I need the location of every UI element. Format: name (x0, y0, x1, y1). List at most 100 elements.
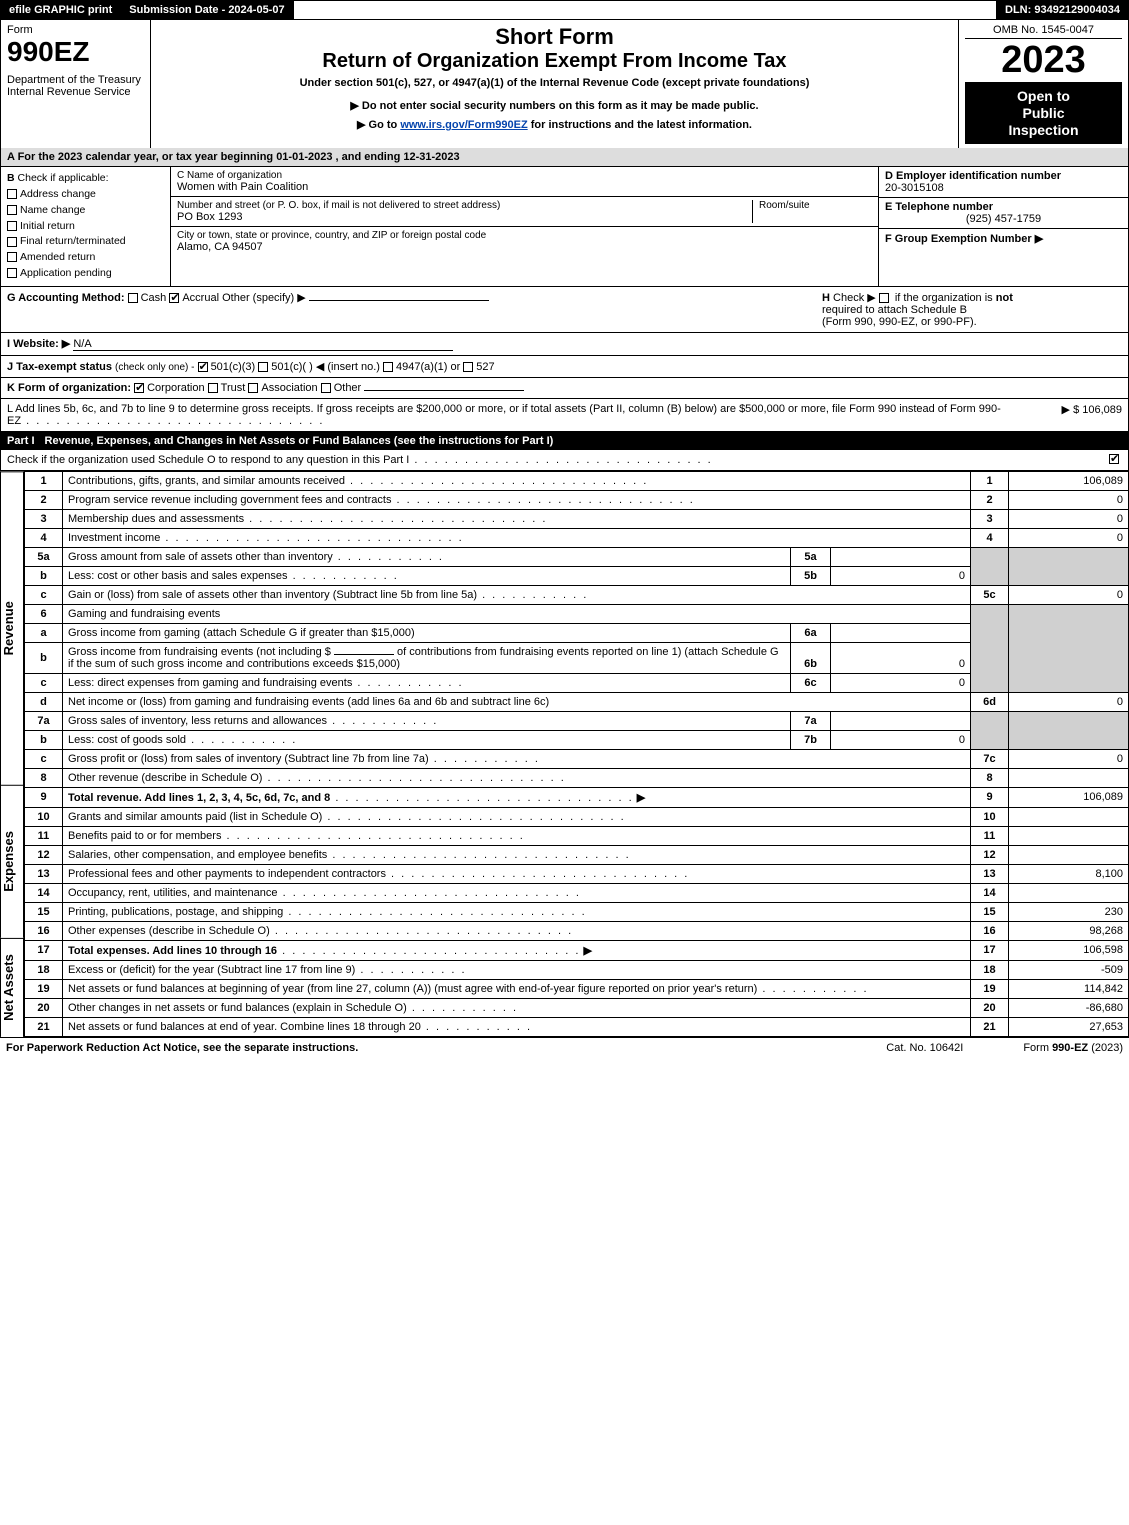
cb-schedule-o[interactable] (1109, 454, 1119, 464)
addr-label: Number and street (or P. O. box, if mail… (177, 200, 752, 211)
box-c: C Name of organization Women with Pain C… (171, 167, 878, 285)
i-label: I Website: ▶ (7, 338, 70, 350)
opt-address: Address change (20, 188, 96, 200)
j-o1: 501(c)(3) (211, 361, 256, 373)
cb-cash[interactable] (128, 293, 138, 303)
box-b: B Check if applicable: Address change Na… (1, 167, 171, 285)
opt-final: Final return/terminated (20, 235, 126, 247)
title-return: Return of Organization Exempt From Incom… (159, 50, 950, 73)
org-name: Women with Pain Coalition (177, 181, 872, 193)
row-12: 12Salaries, other compensation, and empl… (25, 845, 1129, 864)
cb-h[interactable] (879, 293, 889, 303)
vlabel-expenses: Expenses (0, 785, 24, 938)
cb-name-change[interactable] (7, 205, 17, 215)
j-o4: 527 (476, 361, 494, 373)
row-7a: 7aGross sales of inventory, less returns… (25, 711, 1129, 730)
cb-501c3[interactable] (198, 362, 208, 372)
row-11: 11Benefits paid to or for members11 (25, 826, 1129, 845)
omb: OMB No. 1545-0047 (965, 24, 1122, 39)
row-1: 1Contributions, gifts, grants, and simil… (25, 471, 1129, 490)
d-row: D Employer identification number 20-3015… (879, 167, 1128, 198)
cb-assoc[interactable] (248, 383, 258, 393)
cb-527[interactable] (463, 362, 473, 372)
c-addr-row: Number and street (or P. O. box, if mail… (171, 197, 878, 227)
f-label: F Group Exemption Number (885, 233, 1032, 245)
vlabel-netassets: Net Assets (0, 938, 24, 1037)
part1-sub: (see the instructions for Part I) (394, 435, 554, 447)
j-sub: (check only one) - (115, 362, 194, 373)
line-l: L Add lines 5b, 6c, and 7b to line 9 to … (0, 399, 1129, 432)
open-1: Open to (969, 88, 1118, 105)
k-o3: Association (261, 382, 317, 394)
part1-body: Revenue Expenses Net Assets 1Contributio… (0, 471, 1129, 1037)
cb-501c[interactable] (258, 362, 268, 372)
cb-corp[interactable] (134, 383, 144, 393)
g-cash: Cash (141, 292, 167, 304)
opt-initial: Initial return (20, 220, 75, 232)
part1-header: Part I Revenue, Expenses, and Changes in… (0, 432, 1129, 450)
cb-accrual[interactable] (169, 293, 179, 303)
cb-amended[interactable] (7, 252, 17, 262)
row-5c: cGain or (loss) from sale of assets othe… (25, 585, 1129, 604)
h-not: not (996, 292, 1013, 304)
ein: 20-3015108 (885, 182, 944, 194)
part1-check-text: Check if the organization used Schedule … (7, 454, 1109, 466)
g-other: Other (specify) ▶ (222, 292, 306, 304)
h-label: H (822, 292, 830, 304)
c-label: C Name of organization (177, 170, 872, 181)
dln: DLN: 93492129004034 (997, 1, 1128, 19)
d-label: D Employer identification number (885, 170, 1061, 182)
g-label: G Accounting Method: (7, 292, 125, 304)
h-t2: if the organization is (895, 292, 993, 304)
section-a: A For the 2023 calendar year, or tax yea… (0, 148, 1129, 167)
c-city-row: City or town, state or province, country… (171, 227, 878, 256)
open-3: Inspection (969, 122, 1118, 139)
6b-blank[interactable] (334, 654, 394, 655)
title-short-form: Short Form (159, 24, 950, 50)
open-2: Public (969, 105, 1118, 122)
line-h: H Check ▶ if the organization is not req… (822, 291, 1122, 328)
note-goto: ▶ Go to www.irs.gov/Form990EZ for instru… (159, 118, 950, 131)
part1-tag: Part I (7, 435, 35, 447)
opt-amended: Amended return (20, 251, 95, 263)
cb-address-change[interactable] (7, 189, 17, 199)
footer-right: Form 990-EZ (2023) (1023, 1042, 1123, 1054)
irs-link[interactable]: www.irs.gov/Form990EZ (400, 119, 527, 131)
open-to-public: Open to Public Inspection (965, 82, 1122, 144)
dept-1: Department of the Treasury (7, 74, 144, 86)
addr-val: PO Box 1293 (177, 211, 752, 223)
cb-final-return[interactable] (7, 237, 17, 247)
row-5a: 5aGross amount from sale of assets other… (25, 547, 1129, 566)
cb-4947[interactable] (383, 362, 393, 372)
footer-mid: Cat. No. 10642I (886, 1042, 963, 1054)
efile-print[interactable]: efile GRAPHIC print (1, 1, 121, 19)
box-def: D Employer identification number 20-3015… (878, 167, 1128, 285)
cb-pending[interactable] (7, 268, 17, 278)
b-label: B (7, 172, 15, 184)
row-16: 16Other expenses (describe in Schedule O… (25, 921, 1129, 940)
row-9: 9Total revenue. Add lines 1, 2, 3, 4, 5c… (25, 787, 1129, 807)
row-4: 4Investment income40 (25, 528, 1129, 547)
cb-other-org[interactable] (321, 383, 331, 393)
row-18: 18Excess or (deficit) for the year (Subt… (25, 960, 1129, 979)
row-17: 17Total expenses. Add lines 10 through 1… (25, 940, 1129, 960)
goto-pre: ▶ Go to (357, 119, 400, 131)
j-o3: 4947(a)(1) or (396, 361, 460, 373)
g-other-blank[interactable] (309, 300, 489, 301)
part1-o-check: Check if the organization used Schedule … (0, 450, 1129, 471)
h-t1: Check ▶ (833, 292, 876, 304)
room-label: Room/suite (759, 200, 872, 211)
k-other-blank[interactable] (364, 390, 524, 391)
spacer (294, 1, 997, 19)
row-6a: aGross income from gaming (attach Schedu… (25, 623, 1129, 642)
row-7b: bLess: cost of goods sold7b0 (25, 730, 1129, 749)
k-o1: Corporation (147, 382, 204, 394)
cb-trust[interactable] (208, 383, 218, 393)
j-label: J Tax-exempt status (7, 361, 112, 373)
header-left: Form 990EZ Department of the Treasury In… (1, 20, 151, 148)
line-j: J Tax-exempt status (check only one) - 5… (0, 356, 1129, 378)
row-8: 8Other revenue (describe in Schedule O)8 (25, 768, 1129, 787)
header-center: Short Form Return of Organization Exempt… (151, 20, 958, 148)
row-2: 2Program service revenue including gover… (25, 490, 1129, 509)
cb-initial-return[interactable] (7, 221, 17, 231)
